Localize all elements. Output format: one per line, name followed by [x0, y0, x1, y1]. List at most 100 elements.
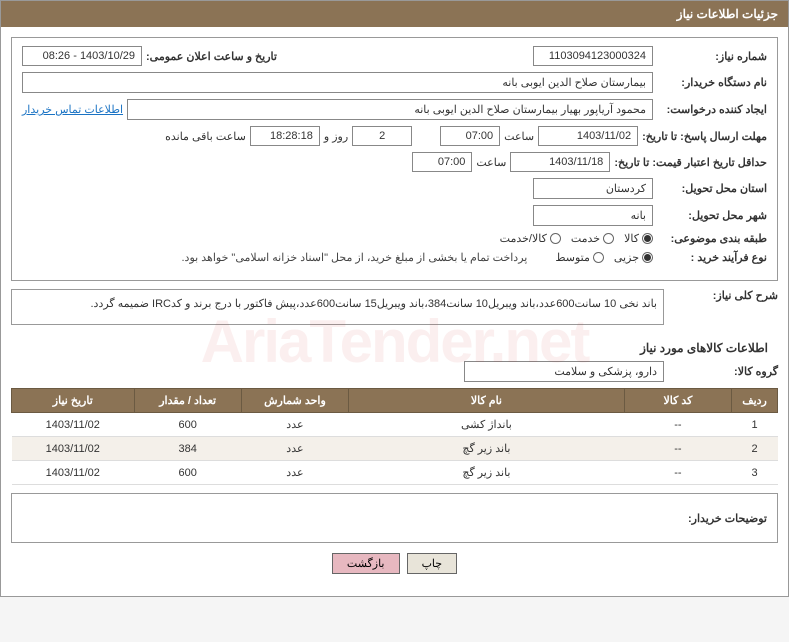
radio-service-label: خدمت	[571, 232, 600, 245]
radio-service[interactable]: خدمت	[571, 232, 614, 245]
goods-group-label: گروه کالا:	[668, 365, 778, 378]
th-row: ردیف	[732, 389, 778, 413]
validity-time-field: 07:00	[412, 152, 472, 172]
buyer-contact-link[interactable]: اطلاعات تماس خریدار	[22, 103, 123, 116]
process-radio-group: جزیی متوسط	[555, 251, 653, 264]
buyer-org-field: بیمارستان صلاح الدین ایوبی بانه	[22, 72, 653, 93]
table-cell: 1403/11/02	[12, 461, 135, 485]
days-and-label: روز و	[324, 130, 348, 143]
requester-field: محمود آریاپور بهیار بیمارستان صلاح الدین…	[127, 99, 653, 120]
table-header-row: ردیف کد کالا نام کالا واحد شمارش تعداد /…	[12, 389, 778, 413]
goods-info-title: اطلاعات کالاهای مورد نیاز	[11, 341, 768, 355]
row-process: نوع فرآیند خرید : جزیی متوسط پرداخت تمام…	[22, 251, 767, 264]
time-remain-field: 18:28:18	[250, 126, 320, 146]
table-cell: عدد	[241, 437, 348, 461]
table-cell: 1403/11/02	[12, 413, 135, 437]
row-category: طبقه بندی موضوعی: کالا خدمت کالا/خدمت	[22, 232, 767, 245]
radio-partial-icon	[642, 252, 653, 263]
table-cell: 2	[732, 437, 778, 461]
radio-goods-label: کالا	[624, 232, 639, 245]
row-general-desc: شرح کلی نیاز: باند نخی 10 سانت600عدد،بان…	[11, 289, 778, 331]
radio-both[interactable]: کالا/خدمت	[500, 232, 561, 245]
row-goods-group: گروه کالا: دارو، پزشکی و سلامت	[11, 361, 778, 382]
th-qty: تعداد / مقدار	[134, 389, 241, 413]
row-validity: حداقل تاریخ اعتبار قیمت: تا تاریخ: 1403/…	[22, 152, 767, 172]
table-cell: 600	[134, 461, 241, 485]
radio-service-icon	[603, 233, 614, 244]
radio-both-label: کالا/خدمت	[500, 232, 547, 245]
table-cell: --	[624, 437, 731, 461]
row-city: شهر محل تحویل: بانه	[22, 205, 767, 226]
validity-label: حداقل تاریخ اعتبار قیمت: تا تاریخ:	[614, 156, 767, 169]
table-cell: --	[624, 461, 731, 485]
content-area: AriaTender.net شماره نیاز: 1103094123000…	[1, 27, 788, 596]
row-province: استان محل تحویل: کردستان	[22, 178, 767, 199]
table-cell: 600	[134, 413, 241, 437]
radio-goods[interactable]: کالا	[624, 232, 653, 245]
table-cell: عدد	[241, 461, 348, 485]
row-requester: ایجاد کننده درخواست: محمود آریاپور بهیار…	[22, 99, 767, 120]
table-cell: --	[624, 413, 731, 437]
table-cell: باند زیر گچ	[349, 461, 625, 485]
radio-partial-label: جزیی	[614, 251, 639, 264]
page-container: جزئیات اطلاعات نیاز AriaTender.net شماره…	[0, 0, 789, 597]
table-cell: بانداژ کشی	[349, 413, 625, 437]
response-time-field: 07:00	[440, 126, 500, 146]
table-body: 1--بانداژ کشیعدد6001403/11/022--باند زیر…	[12, 413, 778, 485]
table-cell: 384	[134, 437, 241, 461]
delivery-province-label: استان محل تحویل:	[657, 182, 767, 195]
radio-both-icon	[550, 233, 561, 244]
footer-buttons: چاپ بازگشت	[11, 543, 778, 586]
row-response-deadline: مهلت ارسال پاسخ: تا تاریخ: 1403/11/02 سا…	[22, 126, 767, 146]
buyer-org-label: نام دستگاه خریدار:	[657, 76, 767, 89]
page-title-bar: جزئیات اطلاعات نیاز	[1, 1, 788, 27]
general-desc-text: باند نخی 10 سانت600عدد،باند ویبریل10 سان…	[90, 298, 657, 310]
table-cell: باند زیر گچ	[349, 437, 625, 461]
announce-date-field: 1403/10/29 - 08:26	[22, 46, 142, 66]
print-button[interactable]: چاپ	[407, 553, 458, 574]
radio-medium-label: متوسط	[555, 251, 590, 264]
table-row: 3--باند زیر گچعدد6001403/11/02	[12, 461, 778, 485]
th-name: نام کالا	[349, 389, 625, 413]
radio-goods-icon	[642, 233, 653, 244]
delivery-city-field: بانه	[533, 205, 653, 226]
th-code: کد کالا	[624, 389, 731, 413]
process-label: نوع فرآیند خرید :	[657, 251, 767, 264]
days-remain-field: 2	[352, 126, 412, 146]
time-label-1: ساعت	[504, 130, 534, 143]
announce-date-label: تاریخ و ساعت اعلان عمومی:	[146, 50, 277, 63]
table-cell: 1403/11/02	[12, 437, 135, 461]
table-cell: 1	[732, 413, 778, 437]
remain-suffix-label: ساعت باقی مانده	[165, 130, 246, 143]
buyer-notes-label: توضیحات خریدار:	[688, 512, 767, 525]
general-desc-label: شرح کلی نیاز:	[668, 289, 778, 302]
main-form-section: شماره نیاز: 1103094123000324 تاریخ و ساع…	[11, 37, 778, 281]
th-date: تاریخ نیاز	[12, 389, 135, 413]
general-desc-box: باند نخی 10 سانت600عدد،باند ویبریل10 سان…	[11, 289, 664, 325]
radio-medium-icon	[593, 252, 604, 263]
category-radio-group: کالا خدمت کالا/خدمت	[500, 232, 653, 245]
buyer-notes-box: توضیحات خریدار:	[11, 493, 778, 543]
category-label: طبقه بندی موضوعی:	[657, 232, 767, 245]
radio-medium[interactable]: متوسط	[555, 251, 604, 264]
need-number-label: شماره نیاز:	[657, 50, 767, 63]
response-date-field: 1403/11/02	[538, 126, 638, 146]
response-deadline-label: مهلت ارسال پاسخ: تا تاریخ:	[642, 130, 767, 143]
delivery-city-label: شهر محل تحویل:	[657, 209, 767, 222]
delivery-province-field: کردستان	[533, 178, 653, 199]
table-cell: 3	[732, 461, 778, 485]
back-button[interactable]: بازگشت	[332, 553, 400, 574]
table-row: 2--باند زیر گچعدد3841403/11/02	[12, 437, 778, 461]
table-cell: عدد	[241, 413, 348, 437]
row-buyer-org: نام دستگاه خریدار: بیمارستان صلاح الدین …	[22, 72, 767, 93]
goods-group-field: دارو، پزشکی و سلامت	[464, 361, 664, 382]
requester-label: ایجاد کننده درخواست:	[657, 103, 767, 116]
radio-partial[interactable]: جزیی	[614, 251, 653, 264]
payment-note: پرداخت تمام یا بخشی از مبلغ خرید، از محل…	[182, 251, 528, 264]
page-title: جزئیات اطلاعات نیاز	[677, 7, 778, 21]
time-label-2: ساعت	[476, 156, 506, 169]
table-row: 1--بانداژ کشیعدد6001403/11/02	[12, 413, 778, 437]
th-unit: واحد شمارش	[241, 389, 348, 413]
row-need-number: شماره نیاز: 1103094123000324 تاریخ و ساع…	[22, 46, 767, 66]
need-number-field: 1103094123000324	[533, 46, 653, 66]
